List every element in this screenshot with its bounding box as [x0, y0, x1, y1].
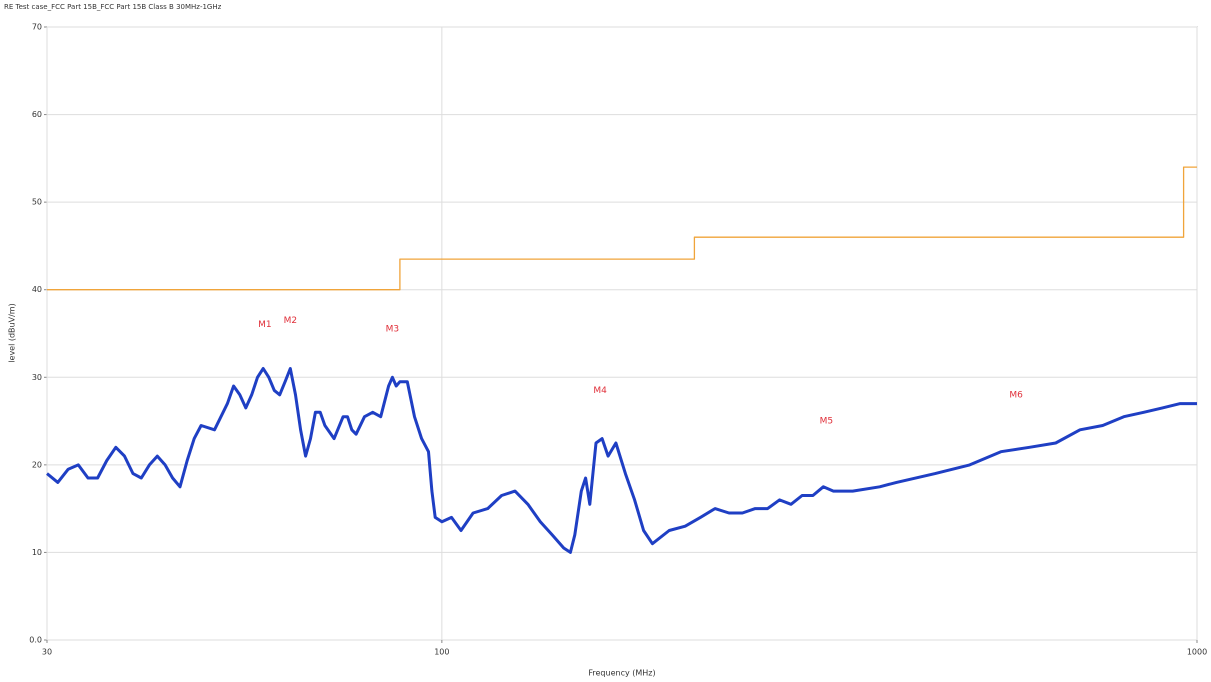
- y-tick-label: 10: [32, 548, 42, 557]
- y-tick-label: 30: [32, 373, 42, 382]
- y-tick-label: 70: [32, 23, 42, 32]
- x-axis-label: Frequency (MHz): [588, 669, 655, 678]
- y-tick-label: 0.0: [29, 636, 42, 645]
- marker-label: M1: [258, 320, 272, 330]
- y-tick-label: 40: [32, 285, 42, 294]
- x-tick-label: 1000: [1187, 648, 1207, 657]
- marker-label: M4: [593, 386, 607, 396]
- marker-label: M6: [1009, 390, 1023, 400]
- marker-label: M3: [386, 325, 400, 335]
- series-line: [46, 367, 1197, 554]
- y-axis-label: level (dBuV/m): [8, 303, 17, 362]
- x-tick-label: 100: [434, 648, 449, 657]
- marker-label: M5: [820, 417, 834, 427]
- y-tick-label: 20: [32, 460, 42, 469]
- y-tick-label: 60: [32, 110, 42, 119]
- series-line: [47, 166, 1197, 291]
- x-tick-label: 30: [42, 648, 52, 657]
- chart-title: RE Test case_FCC Part 15B_FCC Part 15B C…: [4, 3, 222, 11]
- y-tick-label: 50: [32, 198, 42, 207]
- marker-label: M2: [284, 316, 298, 326]
- plot-area: [46, 26, 1198, 641]
